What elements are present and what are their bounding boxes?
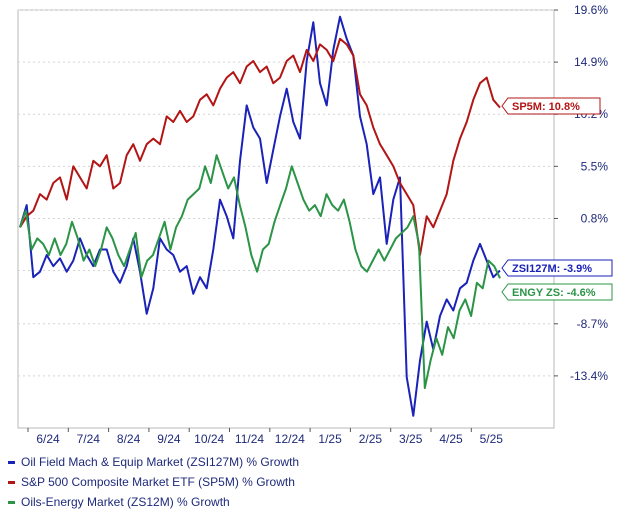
y-tick-label: -13.4% xyxy=(570,369,608,383)
x-tick-label: 12/24 xyxy=(275,432,305,446)
y-tick-label: 5.5% xyxy=(581,159,609,173)
x-tick-label: 7/24 xyxy=(77,432,101,446)
end-labels: ZSI127M: -3.9% SP5M: 10.8% ENGY ZS: -4.6% xyxy=(501,97,613,301)
series xyxy=(19,15,501,417)
end-label-box-0 xyxy=(501,259,613,277)
y-tick-label: 19.6% xyxy=(574,3,608,17)
end-label-1: SP5M: 10.8% xyxy=(512,101,580,113)
x-tick-label: 2/25 xyxy=(359,432,383,446)
legend-item-sp5m: S&P 500 Composite Market ETF (SP5M) % Gr… xyxy=(8,472,568,492)
x-tick-label: 1/25 xyxy=(318,432,342,446)
x-tick-label: 8/24 xyxy=(117,432,141,446)
end-label-box-2 xyxy=(501,283,613,301)
legend-swatch-sp5m xyxy=(8,480,15,484)
grid xyxy=(18,9,554,377)
legend-label-sp5m: S&P 500 Composite Market ETF (SP5M) % Gr… xyxy=(21,475,295,489)
legend-item-zs12m: Oils-Energy Market (ZS12M) % Growth xyxy=(8,492,568,512)
legend: Oil Field Mach & Equip Market (ZSI127M) … xyxy=(8,452,568,512)
x-tick-label: 9/24 xyxy=(157,432,181,446)
y-tick-label: -8.7% xyxy=(577,317,609,331)
x-tick-label: 5/25 xyxy=(480,432,504,446)
x-tick-label: 3/25 xyxy=(399,432,423,446)
y-tick-label: 0.8% xyxy=(581,211,609,225)
x-tick-label: 11/24 xyxy=(235,432,264,446)
x-tick-label: 10/24 xyxy=(194,432,224,446)
legend-swatch-zsi127m xyxy=(8,460,15,464)
legend-label-zs12m: Oils-Energy Market (ZS12M) % Growth xyxy=(21,495,230,509)
x-tick-label: 6/24 xyxy=(36,432,60,446)
series-line-2 xyxy=(19,154,501,390)
y-tick-label: 14.9% xyxy=(574,55,608,69)
end-label-2: ENGY ZS: -4.6% xyxy=(512,287,596,299)
end-label-0: ZSI127M: -3.9% xyxy=(512,263,592,275)
legend-item-zsi127m: Oil Field Mach & Equip Market (ZSI127M) … xyxy=(8,452,568,472)
end-label-box-1 xyxy=(501,97,601,115)
legend-swatch-zs12m xyxy=(8,500,15,504)
x-tick-label: 4/25 xyxy=(439,432,463,446)
plot-background xyxy=(17,9,555,429)
legend-label-zsi127m: Oil Field Mach & Equip Market (ZSI127M) … xyxy=(21,455,300,469)
